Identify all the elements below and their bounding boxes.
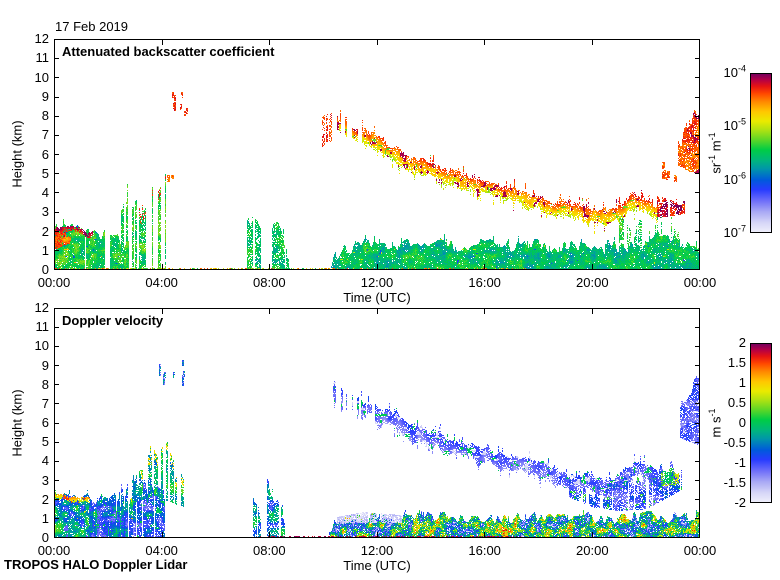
y-tick-label: 10: [34, 69, 49, 85]
y-tick-label: 9: [41, 88, 49, 104]
x-tick-label: 20:00: [576, 543, 609, 558]
height-axis-label-bottom: Height (km): [9, 389, 25, 457]
y-tick-label: 11: [35, 319, 50, 335]
y-tick-label: 3: [41, 204, 49, 220]
time-axis-label-top: Time (UTC): [343, 290, 411, 305]
x-tick-label: 00:00: [683, 275, 717, 290]
x-tick-label: 12:00: [360, 275, 394, 290]
x-tick-label: 20:00: [576, 275, 609, 290]
y-tick-label: 12: [34, 31, 49, 46]
y-tick-label: 12: [34, 300, 49, 315]
doppler-heatmap-canvas: [54, 308, 700, 538]
y-tick-label: 11: [35, 50, 50, 66]
backscatter-panel-title: Attenuated backscatter coefficient: [62, 44, 275, 59]
y-tick-label: 9: [41, 357, 49, 373]
doppler-panel-title: Doppler velocity: [62, 313, 164, 328]
doppler-colorbar: [750, 343, 772, 503]
x-tick-label: 12:00: [360, 543, 394, 558]
y-tick-label: 10: [34, 338, 49, 354]
date-label: 17 Feb 2019: [55, 19, 129, 34]
x-tick-label: 08:00: [253, 543, 286, 558]
backscatter-colorbar-unit: sr-1 m-1: [707, 132, 724, 174]
y-tick-label: 1: [41, 242, 49, 258]
y-tick-label: 1: [41, 510, 49, 526]
doppler-colorbar-unit: m s-1: [707, 408, 724, 438]
x-tick-label: 16:00: [468, 275, 501, 290]
x-tick-label: 00:00: [37, 275, 71, 290]
x-tick-label: 04:00: [145, 275, 178, 290]
backscatter-colorbar: [750, 73, 772, 233]
footer-label: TROPOS HALO Doppler Lidar: [4, 557, 188, 572]
height-axis-label-top: Height (km): [9, 120, 25, 188]
y-tick-label: 0: [41, 262, 49, 277]
y-tick-label: 2: [41, 223, 49, 239]
x-tick-label: 08:00: [253, 275, 286, 290]
y-tick-label: 2: [41, 491, 49, 507]
time-axis-label-bottom: Time (UTC): [343, 558, 411, 573]
x-tick-label: 16:00: [468, 543, 501, 558]
backscatter-heatmap-canvas: [54, 39, 700, 270]
y-tick-label: 3: [41, 472, 49, 488]
y-tick-label: 0: [41, 530, 49, 545]
x-tick-label: 00:00: [683, 543, 717, 558]
